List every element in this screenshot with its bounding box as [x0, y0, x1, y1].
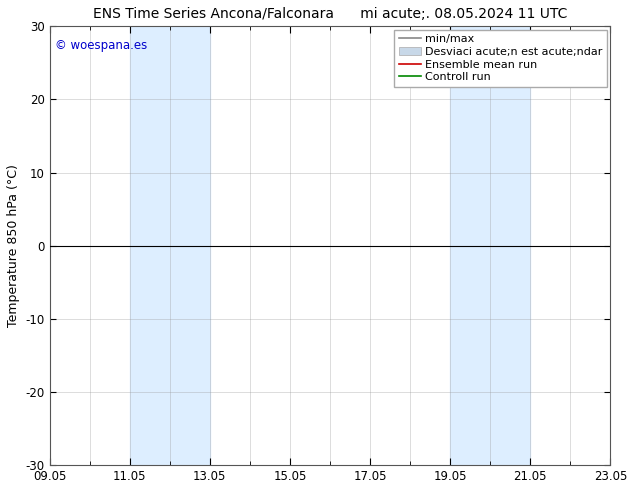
Title: ENS Time Series Ancona/Falconara      mi acute;. 08.05.2024 11 UTC: ENS Time Series Ancona/Falconara mi acut…	[93, 7, 567, 21]
Y-axis label: Temperature 850 hPa (°C): Temperature 850 hPa (°C)	[7, 164, 20, 327]
Legend: min/max, Desviaci acute;n est acute;ndar, Ensemble mean run, Controll run: min/max, Desviaci acute;n est acute;ndar…	[394, 29, 607, 87]
Bar	[130, 26, 210, 465]
Text: © woespana.es: © woespana.es	[55, 40, 148, 52]
Bar	[450, 26, 530, 465]
